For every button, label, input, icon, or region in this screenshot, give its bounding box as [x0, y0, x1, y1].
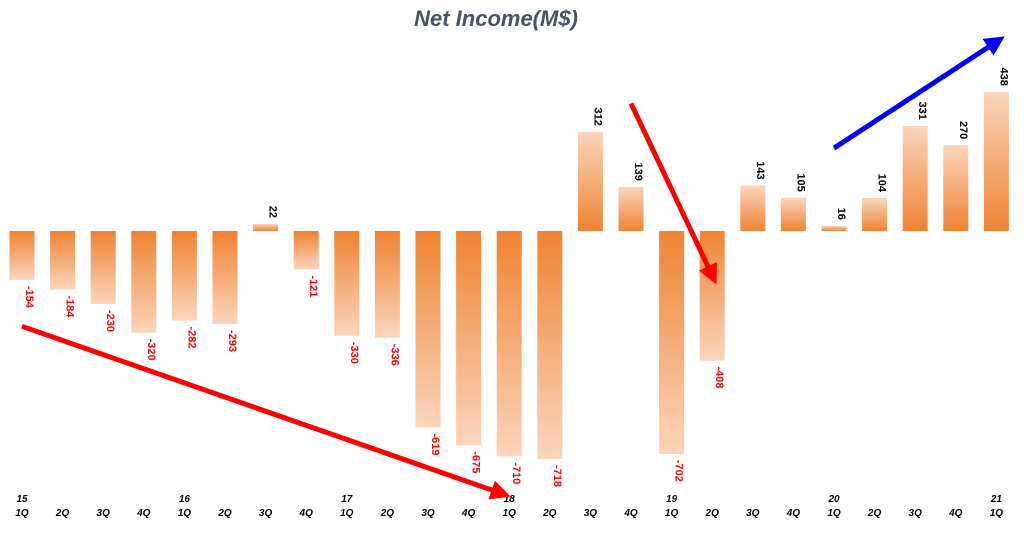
chart-title: Net Income(M$): [414, 6, 578, 31]
value-label-13: -718: [551, 465, 563, 487]
bar-0: [9, 231, 35, 280]
tick-quarter-14: 3Q: [584, 508, 598, 519]
bar-17: [699, 231, 725, 361]
tick-year-16: 19: [666, 494, 678, 505]
tick-quarter-5: 2Q: [217, 508, 232, 519]
tick-quarter-2: 3Q: [97, 508, 111, 519]
tick-quarter-0: 1Q: [15, 508, 29, 519]
tick-quarter-21: 2Q: [867, 508, 882, 519]
bar-10: [415, 231, 441, 428]
bar-14: [577, 131, 603, 231]
bar-16: [659, 231, 685, 454]
value-label-18: 143: [754, 161, 766, 179]
bar-22: [902, 125, 928, 231]
value-label-0: -154: [23, 286, 35, 309]
bar-2: [90, 231, 116, 304]
value-label-7: -121: [307, 275, 319, 297]
downtrend-arrow-2018-2019: [628, 102, 717, 285]
bar-23: [943, 145, 969, 231]
tick-quarter-3: 4Q: [136, 508, 151, 519]
bar-20: [821, 225, 847, 231]
tick-quarter-24: 1Q: [990, 508, 1004, 519]
value-label-1: -184: [64, 295, 76, 318]
tick-quarter-19: 4Q: [786, 508, 801, 519]
bar-1: [50, 231, 76, 290]
tick-quarter-8: 1Q: [340, 508, 354, 519]
tick-quarter-23: 4Q: [948, 508, 963, 519]
tick-year-12: 18: [504, 494, 516, 505]
value-label-23: 270: [957, 121, 969, 139]
tick-quarter-9: 2Q: [380, 508, 395, 519]
value-label-9: -336: [388, 344, 400, 366]
bar-24: [983, 91, 1009, 232]
tick-quarter-12: 1Q: [503, 508, 517, 519]
tick-quarter-13: 2Q: [542, 508, 557, 519]
bar-6: [253, 224, 279, 231]
tick-year-24: 21: [990, 494, 1003, 505]
tick-quarter-11: 4Q: [461, 508, 476, 519]
tick-quarter-16: 1Q: [665, 508, 679, 519]
tick-quarter-17: 2Q: [705, 508, 720, 519]
tick-quarter-18: 3Q: [746, 508, 760, 519]
bar-21: [862, 198, 888, 231]
value-label-17: -408: [713, 367, 725, 389]
tick-quarter-6: 3Q: [259, 508, 273, 519]
value-label-21: 104: [876, 174, 888, 193]
tick-quarter-7: 4Q: [299, 508, 314, 519]
bar-18: [740, 185, 766, 231]
value-label-14: 312: [591, 108, 603, 126]
tick-year-8: 17: [341, 494, 353, 505]
value-label-19: 105: [794, 173, 806, 191]
value-label-16: -702: [673, 460, 685, 482]
tick-quarter-20: 1Q: [827, 508, 841, 519]
tick-year-0: 15: [16, 494, 28, 505]
tick-quarter-15: 4Q: [623, 508, 638, 519]
bar-12: [496, 231, 522, 457]
value-label-15: 139: [632, 163, 644, 181]
tick-quarter-10: 3Q: [421, 508, 435, 519]
bar-19: [780, 197, 806, 231]
bar-3: [131, 231, 157, 333]
value-label-6: 22: [267, 206, 279, 218]
value-label-11: -675: [470, 451, 482, 473]
tick-year-20: 20: [827, 494, 840, 505]
tick-year-4: 16: [179, 494, 191, 505]
bar-13: [537, 231, 563, 459]
value-label-10: -619: [429, 434, 441, 456]
value-label-22: 331: [916, 102, 928, 120]
tick-quarter-4: 1Q: [178, 508, 192, 519]
bar-5: [212, 231, 238, 324]
tick-quarter-1: 2Q: [55, 508, 70, 519]
tick-quarter-22: 3Q: [909, 508, 923, 519]
downtrend-arrow-2015-2018: [21, 323, 511, 500]
value-label-3: -320: [145, 339, 157, 361]
value-label-4: -282: [185, 327, 197, 349]
bar-7: [293, 231, 319, 270]
bar-8: [334, 231, 360, 336]
value-label-20: 16: [835, 208, 847, 220]
bar-9: [374, 231, 400, 338]
value-label-5: -293: [226, 330, 238, 352]
value-label-8: -330: [348, 342, 360, 364]
uptrend-arrow-2020-2021: [832, 36, 1005, 151]
bar-15: [618, 186, 644, 231]
bar-11: [456, 231, 482, 446]
value-label-12: -710: [510, 462, 522, 484]
bar-4: [171, 231, 197, 321]
value-label-2: -230: [104, 310, 116, 332]
value-label-24: 438: [997, 68, 1009, 86]
